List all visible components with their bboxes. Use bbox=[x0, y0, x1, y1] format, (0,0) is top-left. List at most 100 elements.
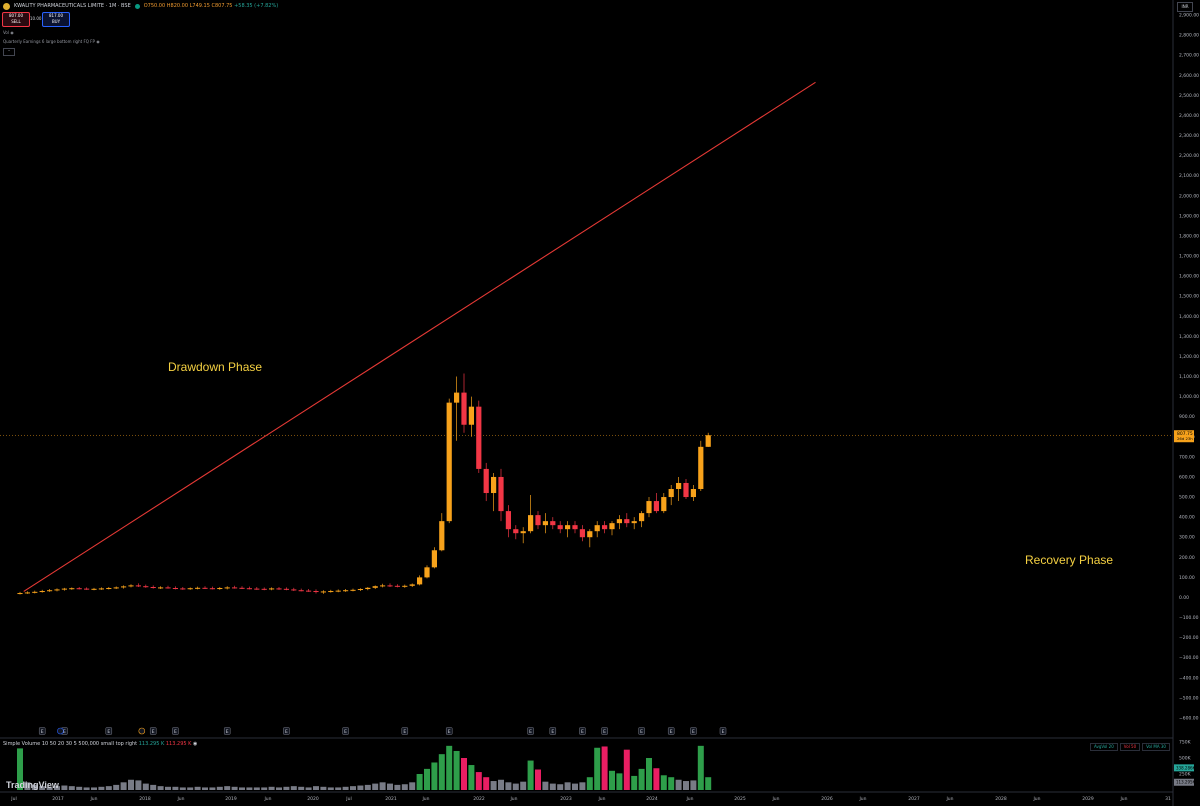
volume-bar bbox=[209, 787, 216, 790]
candle-body bbox=[47, 590, 53, 592]
time-tick-label: 2024 bbox=[646, 796, 658, 802]
candle-body bbox=[705, 435, 711, 447]
volume-panel: 750K 500K 250K 338.286K 113.295K bbox=[17, 740, 1196, 790]
time-tick-label: Jun bbox=[509, 796, 517, 802]
indicator-vol[interactable]: Vol ◉ bbox=[3, 30, 14, 35]
candle-body bbox=[476, 406, 482, 469]
collapse-legend-button[interactable]: ⌃ bbox=[3, 48, 15, 56]
volume-bar bbox=[261, 787, 268, 790]
volume-bar bbox=[653, 768, 660, 790]
candle-body bbox=[535, 515, 541, 526]
volume-bar bbox=[61, 785, 68, 790]
symbol-title[interactable]: KWALITY PHARMACEUTICALS LIMITE · 1M · BS… bbox=[14, 3, 131, 9]
price-tick-label: 200.00 bbox=[1179, 555, 1195, 561]
candle-body bbox=[491, 476, 497, 494]
volume-bar bbox=[142, 783, 149, 790]
volume-bar bbox=[91, 787, 97, 790]
volume-badge-label: 113.295K bbox=[1176, 780, 1196, 785]
volume-bar bbox=[683, 781, 689, 790]
currency-button[interactable]: INR bbox=[1177, 2, 1193, 12]
chip-avgvol: AvgVol 20 bbox=[1090, 743, 1118, 751]
candle-body bbox=[328, 591, 334, 593]
candle-body bbox=[113, 587, 119, 589]
volume-bar bbox=[601, 746, 608, 790]
ohlc-low: L749.15 bbox=[189, 3, 210, 9]
market-open-icon bbox=[134, 3, 140, 9]
annotation-recovery[interactable]: Recovery Phase bbox=[1025, 553, 1113, 567]
volume-bar bbox=[231, 786, 238, 790]
candle-body bbox=[357, 589, 363, 591]
spread-value: 10.00 bbox=[30, 16, 42, 21]
candle-body bbox=[98, 588, 104, 590]
buy-label: BUY bbox=[51, 18, 61, 24]
volume-bar bbox=[609, 770, 615, 790]
chip-volma: Vol MA 30 bbox=[1142, 743, 1170, 751]
volume-bar bbox=[76, 786, 83, 790]
volume-bar bbox=[483, 777, 490, 790]
volume-bar bbox=[194, 786, 201, 790]
volume-bar bbox=[549, 783, 556, 790]
volume-bar bbox=[305, 787, 312, 790]
tradingview-logo[interactable]: TradingView bbox=[6, 780, 59, 790]
candle-body bbox=[128, 585, 134, 587]
candle-body bbox=[631, 521, 637, 524]
price-tick-label: 1,600.00 bbox=[1179, 274, 1199, 280]
candle-body bbox=[505, 511, 511, 530]
volume-bar bbox=[216, 786, 223, 790]
sell-button[interactable]: 807.00 SELL bbox=[2, 12, 30, 27]
candle-body bbox=[39, 591, 45, 593]
candle-body bbox=[513, 529, 519, 534]
candle-body bbox=[587, 531, 593, 538]
volume-bar bbox=[572, 783, 578, 790]
candle-body bbox=[283, 588, 289, 590]
indicator-earnings[interactable]: Quarterly Earnings 6 large bottom right … bbox=[3, 39, 100, 44]
price-tick-label: −500.00 bbox=[1179, 695, 1199, 701]
time-tick-label: 2020 bbox=[307, 796, 319, 802]
volume-bar bbox=[505, 782, 512, 790]
earnings-marker bbox=[601, 727, 608, 735]
earnings-marker-label: E bbox=[603, 729, 606, 735]
volume-bar bbox=[668, 777, 675, 790]
price-tick-label: 1,700.00 bbox=[1179, 254, 1199, 260]
price-tick-label: 500.00 bbox=[1179, 495, 1195, 501]
time-tick-label: 2028 bbox=[995, 796, 1007, 802]
volume-bar bbox=[157, 786, 164, 790]
earnings-marker bbox=[105, 727, 113, 735]
sell-label: SELL bbox=[11, 18, 21, 24]
volume-bar bbox=[401, 784, 408, 790]
time-tick-label: 2017 bbox=[52, 796, 64, 802]
annotation-drawdown[interactable]: Drawdown Phase bbox=[168, 360, 262, 374]
price-tick-label: 2,200.00 bbox=[1179, 153, 1199, 159]
current-price-countdown: 26d 23h bbox=[1177, 436, 1193, 441]
price-tick-label: 2,700.00 bbox=[1179, 53, 1199, 59]
ohlc-values: O750.00 H820.00 L749.15 C807.75 +58.35 (… bbox=[144, 3, 278, 9]
earnings-marker-label: E bbox=[41, 729, 44, 735]
price-tick-label: 2,600.00 bbox=[1179, 73, 1199, 79]
volume-bar bbox=[424, 768, 430, 790]
candle-body bbox=[106, 588, 112, 590]
price-tick-label: −400.00 bbox=[1179, 675, 1199, 681]
candle-body bbox=[91, 588, 97, 590]
time-tick-label: Jun bbox=[597, 796, 605, 802]
price-tick-label: −300.00 bbox=[1179, 655, 1199, 661]
time-tick-label: Jun bbox=[89, 796, 97, 802]
candle-body bbox=[254, 588, 260, 590]
candle-body bbox=[209, 588, 215, 590]
volume-legend[interactable]: Simple Volume 10 50 20 30 5 500,000 smal… bbox=[3, 741, 197, 747]
candle-body bbox=[639, 513, 645, 522]
buy-button[interactable]: 817.00 BUY bbox=[42, 12, 70, 27]
time-tick-label: Jun bbox=[1032, 796, 1040, 802]
candle-body bbox=[135, 585, 141, 587]
volume-bar bbox=[327, 787, 334, 790]
candle-body bbox=[572, 525, 578, 530]
candle-body bbox=[69, 588, 75, 590]
time-tick-label: Jul bbox=[345, 796, 351, 802]
volume-bar bbox=[39, 786, 46, 790]
volume-bar bbox=[542, 781, 549, 790]
symbol-logo-icon[interactable] bbox=[3, 2, 10, 10]
time-tick-label: Jul bbox=[10, 796, 16, 802]
candle-body bbox=[409, 584, 415, 586]
volume-bar bbox=[527, 760, 534, 790]
volume-bar bbox=[17, 748, 23, 790]
